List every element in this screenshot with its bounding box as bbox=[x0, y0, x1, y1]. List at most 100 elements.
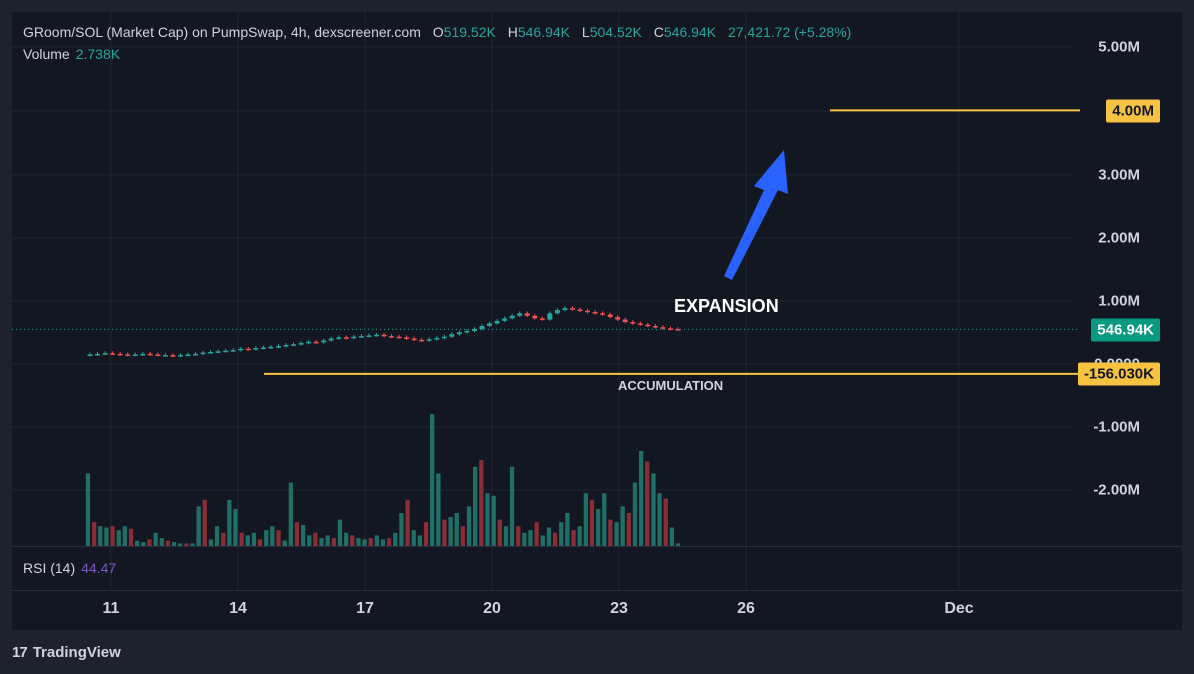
volume-bar bbox=[239, 532, 244, 546]
volume-bar bbox=[116, 530, 121, 546]
volume-bar bbox=[645, 461, 650, 546]
candle-body bbox=[268, 346, 274, 349]
target-price-tag[interactable]: 4.00M bbox=[1106, 99, 1160, 123]
y-tick-3m: 3.00M bbox=[1098, 166, 1140, 184]
volume-label: Volume bbox=[23, 46, 70, 62]
volume-bar bbox=[602, 493, 607, 546]
volume-bar bbox=[589, 499, 595, 546]
volume-bar bbox=[313, 532, 318, 546]
candle-body bbox=[524, 313, 530, 316]
volume-bar bbox=[165, 540, 170, 546]
y-tick-2m: 2.00M bbox=[1098, 229, 1140, 247]
volume-bar bbox=[657, 493, 662, 546]
volume-bar bbox=[380, 539, 386, 546]
volume-bar bbox=[669, 527, 674, 546]
x-tick-dec: Dec bbox=[944, 600, 974, 617]
volume-bar bbox=[485, 493, 490, 546]
x-tick-11: 11 bbox=[102, 600, 120, 617]
chart-canvas[interactable] bbox=[12, 12, 1182, 630]
candle-body bbox=[87, 354, 93, 356]
volume-bar bbox=[516, 526, 521, 546]
volume-bar bbox=[491, 495, 496, 546]
volume-bar bbox=[374, 535, 379, 546]
volume-bar bbox=[522, 532, 527, 546]
volume-bar bbox=[141, 542, 146, 546]
volume-bar bbox=[190, 543, 195, 546]
volume-bar bbox=[454, 513, 459, 546]
candle-body bbox=[200, 352, 206, 355]
volume-legend: Volume 2.738K bbox=[23, 46, 120, 62]
volume-bar bbox=[178, 543, 183, 546]
volume-bar bbox=[559, 522, 564, 546]
volume-bar bbox=[534, 522, 539, 546]
candle-body bbox=[366, 335, 372, 337]
candle-body bbox=[675, 329, 681, 331]
volume-bar bbox=[620, 506, 625, 546]
candle-body bbox=[472, 329, 477, 331]
volume-bar bbox=[344, 532, 349, 546]
rsi-label: RSI (14) bbox=[23, 560, 76, 576]
volume-bar bbox=[663, 498, 668, 546]
tradingview-brand: TradingView bbox=[32, 644, 121, 661]
volume-bar bbox=[227, 499, 232, 546]
volume-bar bbox=[301, 524, 306, 546]
pane-divider[interactable] bbox=[12, 546, 1182, 547]
volume-bar bbox=[294, 522, 300, 546]
y-tick-neg1m: -1.00M bbox=[1093, 418, 1140, 436]
candle-body bbox=[434, 338, 440, 340]
volume-bar bbox=[509, 466, 515, 546]
high-value: 546.94K bbox=[517, 24, 571, 40]
volume-bar bbox=[104, 527, 109, 546]
y-tick-1m: 1.00M bbox=[1098, 292, 1140, 310]
candle-body bbox=[637, 323, 643, 325]
x-tick-14: 14 bbox=[229, 600, 247, 617]
x-tick-17: 17 bbox=[356, 600, 374, 617]
candle-body bbox=[245, 348, 251, 351]
candle-body bbox=[532, 315, 538, 319]
candle-body bbox=[328, 338, 334, 341]
candle-body bbox=[283, 345, 289, 347]
volume-bar bbox=[257, 539, 263, 546]
candle-body bbox=[502, 318, 508, 321]
volume-bar bbox=[423, 522, 429, 546]
volume-bar bbox=[503, 526, 509, 546]
volume-bar bbox=[571, 530, 576, 546]
volume-bar bbox=[583, 493, 588, 546]
volume-bar bbox=[632, 482, 638, 546]
candle-body bbox=[381, 334, 387, 337]
volume-bar bbox=[251, 532, 257, 546]
candle-body bbox=[193, 353, 198, 356]
candle-body bbox=[238, 348, 244, 351]
x-tick-20: 20 bbox=[483, 600, 501, 617]
candle-body bbox=[140, 353, 146, 356]
candle-body bbox=[449, 334, 455, 337]
candle-body bbox=[178, 355, 183, 357]
candle-body bbox=[389, 336, 394, 338]
candle-body bbox=[539, 318, 545, 320]
volume-bar bbox=[442, 519, 447, 546]
candle-body bbox=[170, 355, 176, 357]
volume-bar bbox=[608, 519, 613, 546]
volume-bar bbox=[319, 538, 324, 546]
volume-bar bbox=[92, 522, 97, 546]
candle-body bbox=[419, 339, 425, 342]
volume-bar bbox=[528, 530, 533, 546]
volume-bar bbox=[356, 538, 361, 546]
support-price-tag[interactable]: -156.030K bbox=[1077, 362, 1160, 386]
candle-body bbox=[223, 350, 229, 353]
candle-body bbox=[351, 336, 357, 339]
candle-body bbox=[411, 338, 417, 341]
candle-body bbox=[298, 343, 304, 345]
candle-body bbox=[147, 353, 153, 356]
low-value: 504.52K bbox=[589, 24, 642, 40]
candle-body bbox=[404, 337, 410, 339]
volume-bar bbox=[393, 532, 398, 546]
tradingview-footer[interactable]: 17 TradingView bbox=[12, 644, 121, 661]
candle-body bbox=[577, 309, 583, 311]
candle-body bbox=[570, 308, 575, 310]
candle-body bbox=[464, 331, 470, 333]
volume-bar bbox=[565, 513, 570, 546]
volume-bar bbox=[110, 526, 115, 546]
candle-body bbox=[162, 355, 168, 357]
volume-bar bbox=[135, 540, 140, 546]
